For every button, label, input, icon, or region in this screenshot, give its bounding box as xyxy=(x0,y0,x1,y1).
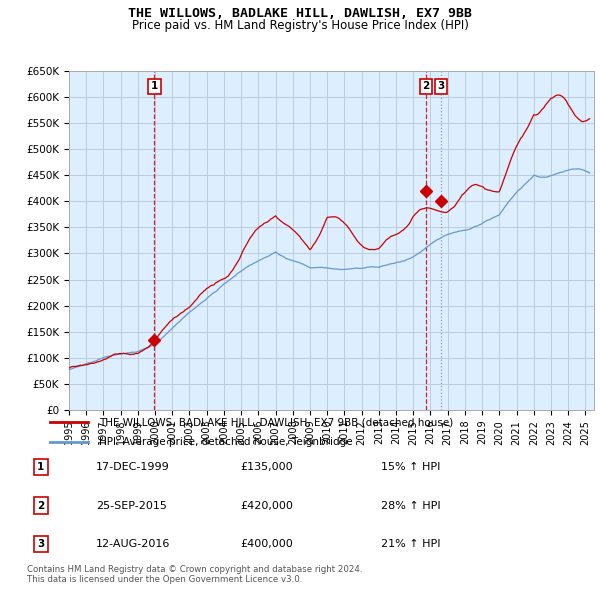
Text: 3: 3 xyxy=(37,539,44,549)
Text: 25-SEP-2015: 25-SEP-2015 xyxy=(96,500,167,510)
Text: 15% ↑ HPI: 15% ↑ HPI xyxy=(381,462,440,472)
Text: £420,000: £420,000 xyxy=(240,500,293,510)
Text: 17-DEC-1999: 17-DEC-1999 xyxy=(96,462,170,472)
Text: Price paid vs. HM Land Registry's House Price Index (HPI): Price paid vs. HM Land Registry's House … xyxy=(131,19,469,32)
Text: 21% ↑ HPI: 21% ↑ HPI xyxy=(381,539,440,549)
Text: 2: 2 xyxy=(422,81,430,91)
Text: 2: 2 xyxy=(37,500,44,510)
Text: 12-AUG-2016: 12-AUG-2016 xyxy=(96,539,170,549)
Text: 3: 3 xyxy=(437,81,445,91)
Text: 28% ↑ HPI: 28% ↑ HPI xyxy=(381,500,440,510)
Text: THE WILLOWS, BADLAKE HILL, DAWLISH, EX7 9BB: THE WILLOWS, BADLAKE HILL, DAWLISH, EX7 … xyxy=(128,7,472,20)
Text: 1: 1 xyxy=(151,81,158,91)
Text: 1: 1 xyxy=(37,462,44,472)
Text: THE WILLOWS, BADLAKE HILL, DAWLISH, EX7 9BB (detached house): THE WILLOWS, BADLAKE HILL, DAWLISH, EX7 … xyxy=(99,417,453,427)
Text: £400,000: £400,000 xyxy=(240,539,293,549)
Text: £135,000: £135,000 xyxy=(240,462,293,472)
Text: Contains HM Land Registry data © Crown copyright and database right 2024.: Contains HM Land Registry data © Crown c… xyxy=(27,565,362,574)
Text: This data is licensed under the Open Government Licence v3.0.: This data is licensed under the Open Gov… xyxy=(27,575,302,584)
Text: HPI: Average price, detached house, Teignbridge: HPI: Average price, detached house, Teig… xyxy=(99,437,352,447)
